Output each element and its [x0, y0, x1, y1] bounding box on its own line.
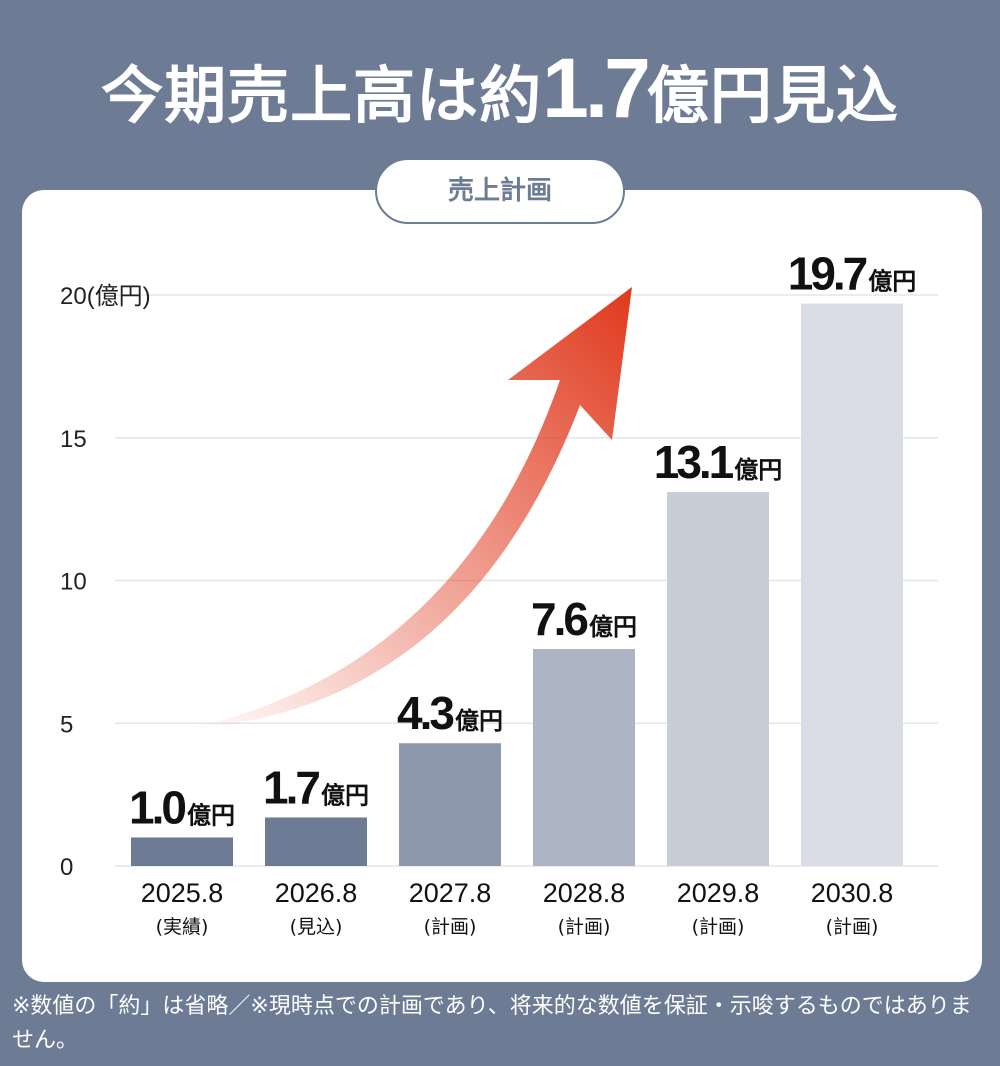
x-tick-sublabel: (計画) [692, 916, 745, 938]
footnote: ※数値の「約」は省略／※現時点での計画であり、将来的な数値を保証・示唆するもので… [12, 994, 972, 1053]
x-tick-sublabel: (計画) [424, 916, 477, 938]
headline-value: 1.7 [542, 41, 651, 135]
bar [667, 491, 769, 866]
bar-value-label: 19.7 億円 [788, 248, 917, 300]
x-tick-sublabel: (実績) [156, 916, 209, 938]
y-tick-label: 20(億円) [60, 283, 151, 310]
bar [131, 837, 233, 866]
y-tick-label: 15 [60, 426, 87, 453]
headline-prefix: 今期売上高は約 [101, 59, 543, 132]
bar-value-label: 13.1 億円 [654, 436, 783, 488]
x-tick-label: 2028.8 [543, 878, 626, 908]
chart-title-pill: 売上計画 [375, 158, 625, 224]
x-tick-label: 2030.8 [811, 878, 894, 908]
bar-value-label: 4.3 億円 [397, 687, 503, 739]
bar-value-label: 1.7 億円 [263, 761, 369, 813]
y-tick-label: 5 [60, 711, 73, 738]
headline: 今期売上高は約1.7億円見込 [0, 40, 1000, 137]
bar-value-label: 1.0 億円 [129, 781, 235, 833]
y-tick-label: 10 [60, 569, 87, 596]
x-tick-sublabel: (計画) [826, 916, 879, 938]
bar-value-label: 7.6 億円 [531, 593, 637, 645]
x-tick-sublabel: (見込) [290, 916, 343, 938]
growth-arrow-icon [180, 287, 632, 730]
bar [533, 649, 635, 866]
bar [399, 743, 501, 866]
y-tick-label: 0 [60, 854, 73, 881]
x-tick-label: 2026.8 [275, 878, 358, 908]
bar [801, 303, 903, 866]
x-tick-label: 2027.8 [409, 878, 492, 908]
x-tick-label: 2029.8 [677, 878, 760, 908]
bar [265, 817, 367, 866]
x-tick-label: 2025.8 [141, 878, 224, 908]
x-tick-sublabel: (計画) [558, 916, 611, 938]
headline-suffix: 億円見込 [646, 59, 899, 132]
